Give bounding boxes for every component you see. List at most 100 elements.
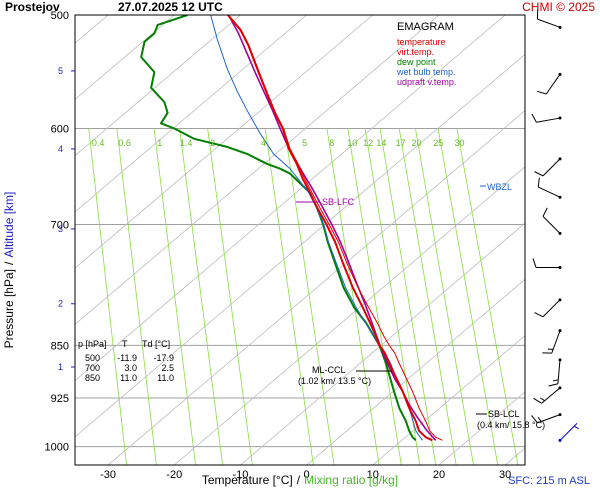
series-layer <box>140 15 443 442</box>
isotherm-guide-line <box>107 110 525 465</box>
wind-barb <box>533 386 562 404</box>
wind-barb <box>542 329 562 354</box>
ml-ccl-marker: ML-CCL (1.02 km/ 13.5 °C) <box>298 365 392 386</box>
isotherm-guide-line <box>75 15 175 100</box>
x-tick-label: -20 <box>166 469 182 481</box>
credit-text: CHMI © 2025 <box>522 0 595 14</box>
wind-barb-station-dot <box>558 386 562 390</box>
wbzl-marker: WBZL <box>480 182 512 192</box>
x-tick-label: 30 <box>499 469 511 481</box>
wind-barb-staff <box>537 414 561 424</box>
wind-barb-full-flag <box>548 383 559 387</box>
legend-box: EMAGRAM temperature virt.temp. dew point… <box>396 21 456 87</box>
wind-barb <box>542 207 562 235</box>
wind-barb-station-dot <box>558 438 562 442</box>
mixing-ratio-label: 20 <box>411 138 421 148</box>
isotherm-guide-line <box>438 391 525 465</box>
table-cell: 700 <box>85 363 100 373</box>
sounding-datetime: 27.07.2025 12 UTC <box>118 0 223 14</box>
table-header-p: p [hPa] <box>78 339 107 349</box>
wbzl-label: WBZL <box>487 182 512 192</box>
wind-barb <box>537 177 562 199</box>
mixing-ratio-label: 8 <box>329 138 334 148</box>
mixing-ratio-line <box>415 128 474 465</box>
mixing-ratio-label: 14 <box>376 138 386 148</box>
mixing-ratio-line <box>88 128 127 465</box>
wind-barb-station-dot <box>558 195 562 199</box>
wind-barb-full-flag <box>536 90 547 95</box>
series-temperature-line <box>227 15 433 442</box>
ml-ccl-label: ML-CCL <box>312 365 346 375</box>
isotherm-guide-line <box>75 15 241 157</box>
mixing-ratio-line <box>284 128 335 465</box>
wind-barb-station-dot <box>558 25 562 29</box>
sb-lcl-marker: SB-LCL (0.4 km/ 15.8 °C) <box>476 409 545 430</box>
mixing-ratio-line <box>379 128 437 465</box>
y-axis-label: Pressure [hPa]/Altitude [km] <box>2 192 16 349</box>
wind-barb-full-flag <box>532 258 537 268</box>
isotherm-guide-line <box>571 15 600 465</box>
table-cell: 3.0 <box>124 363 137 373</box>
table-cell: 11.0 <box>120 373 137 383</box>
pressure-tick-label: 925 <box>51 393 69 405</box>
wind-barb-half-flag <box>537 417 542 422</box>
grid-layer <box>75 15 600 465</box>
station-name: Prostejov <box>5 0 60 14</box>
mixing-ratio-label: 25 <box>433 138 443 148</box>
pressure-tick-label: 600 <box>51 124 69 136</box>
mixing-ratio-line <box>456 128 519 465</box>
mixing-ratio-label: 4 <box>261 138 266 148</box>
altitude-tick-label: 5 <box>58 66 63 76</box>
legend-item-virt-temp: virt.temp. <box>397 47 434 57</box>
wind-barb-half-flag <box>540 397 545 402</box>
isotherm-guide-line <box>75 15 506 382</box>
mixing-ratio-line <box>264 128 314 465</box>
altitude-tick-label: 2 <box>58 299 63 309</box>
plot-frame <box>74 14 526 466</box>
wind-barb <box>536 72 562 95</box>
wind-barb-full-flag <box>534 171 544 177</box>
wind-barb <box>536 9 562 29</box>
x-tick-label: -10 <box>232 469 248 481</box>
mixing-ratio-label: 0.6 <box>118 138 131 148</box>
wind-barb-station-dot <box>558 116 562 120</box>
wind-barb <box>548 358 562 387</box>
mixing-ratio-line <box>179 128 224 465</box>
legend-title: EMAGRAM <box>397 21 454 33</box>
legend-item-updraft-vtemp: udpraft v.temp. <box>397 77 456 87</box>
wind-barb-station-dot <box>558 72 562 76</box>
wind-barb-station-dot <box>558 358 562 362</box>
table-header-t: T <box>122 339 128 349</box>
mixing-ratio-line <box>207 128 253 465</box>
wind-barb-staff <box>542 158 561 177</box>
wind-barb-full-flag <box>534 312 544 318</box>
table-cell: 2.5 <box>161 363 174 373</box>
table-cell: 850 <box>85 373 100 383</box>
isotherm-guide-line <box>75 15 440 325</box>
wind-barb-half-flag <box>573 425 579 430</box>
wind-barb <box>534 157 562 177</box>
isotherm-guide-line <box>75 15 374 269</box>
values-table: p [hPa] T Td [°C] 500 -11.9 -17.9 700 3.… <box>78 339 174 383</box>
mixing-ratio-label: 2 <box>210 138 215 148</box>
legend-item-temperature: temperature <box>397 37 446 47</box>
mixing-ratio-label: 10 <box>347 138 357 148</box>
wind-barb-half-flag <box>553 379 559 382</box>
table-header-td: Td [°C] <box>142 339 170 349</box>
wind-barb <box>558 423 579 442</box>
wind-barb <box>531 113 562 123</box>
isotherm-guide-line <box>75 53 525 438</box>
table-cell: -17.9 <box>153 353 174 363</box>
pressure-tick-label: 700 <box>51 220 69 232</box>
mixing-ratio-label: 17 <box>396 138 406 148</box>
table-cell: 500 <box>85 353 100 363</box>
sb-lcl-label: SB-LCL <box>488 409 520 419</box>
pressure-tick-label: 1000 <box>45 442 69 454</box>
mixing-ratio-line <box>153 128 196 465</box>
ml-ccl-detail: (1.02 km/ 13.5 °C) <box>298 376 371 386</box>
legend-item-dew-point: dew point <box>397 57 436 67</box>
wind-barb-full-flag <box>542 207 548 217</box>
wind-barb-staff <box>542 216 561 234</box>
table-cell: 11.0 <box>157 373 174 383</box>
mixing-ratio-label: 1.4 <box>180 138 193 148</box>
